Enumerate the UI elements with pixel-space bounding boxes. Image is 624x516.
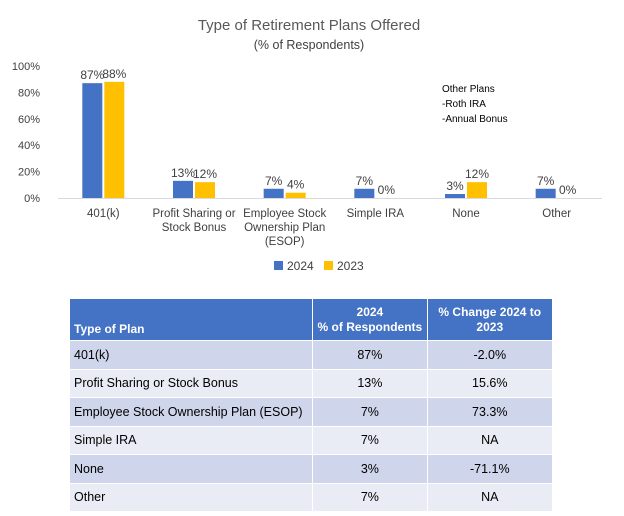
- row-respondents-pct: 87%: [312, 340, 428, 369]
- table-row: None 3% -71.1%: [70, 454, 552, 483]
- y-tick-label: 0%: [24, 193, 40, 205]
- table-row: Employee Stock Ownership Plan (ESOP) 7% …: [70, 397, 552, 426]
- row-percent-change: NA: [426, 482, 552, 511]
- header-2024-line2: % of Respondents: [317, 319, 423, 334]
- x-tick-label: (ESOP): [265, 236, 305, 248]
- bar-2023: [195, 182, 215, 198]
- x-tick-label: Ownership Plan: [244, 222, 325, 234]
- bar-2024: [445, 194, 465, 198]
- y-tick-label: 40%: [18, 140, 40, 152]
- data-label-2024: 13%: [171, 166, 195, 180]
- data-label-2024: 87%: [80, 68, 104, 82]
- row-percent-change: NA: [426, 425, 552, 455]
- legend-swatch-2023: [324, 261, 333, 270]
- table-row: Profit Sharing or Stock Bonus 13% 15.6%: [70, 368, 552, 398]
- chart-title: Type of Retirement Plans Offered: [198, 17, 420, 34]
- header-change-line1: % Change 2024 to: [438, 304, 542, 319]
- chart-canvas: Type of Retirement Plans Offered (% of Re…: [12, 17, 602, 273]
- bar-2024: [263, 188, 284, 198]
- bar-2024: [354, 188, 375, 198]
- data-label-2023: 88%: [102, 67, 126, 81]
- row-percent-change: 15.6%: [426, 368, 552, 398]
- retirement-plans-table-container: Type of Plan 2024 % of Respondents % Cha…: [70, 299, 552, 511]
- x-tick-label: None: [452, 208, 480, 220]
- data-label-2023: 12%: [193, 167, 217, 181]
- y-tick-label: 60%: [18, 114, 40, 126]
- bar-2024: [82, 83, 103, 198]
- annotation-text: -Roth IRA: [442, 99, 486, 110]
- y-tick-label: 20%: [18, 167, 40, 179]
- bar-2023: [467, 182, 487, 198]
- data-label-2023: 4%: [287, 178, 305, 192]
- retirement-plans-table: Type of Plan 2024 % of Respondents % Cha…: [70, 299, 552, 511]
- row-percent-change: -2.0%: [426, 340, 552, 369]
- x-tick-label: Employee Stock: [243, 208, 326, 220]
- x-tick-label: Other: [542, 208, 571, 220]
- row-plan-name: Profit Sharing or Stock Bonus: [70, 368, 313, 398]
- row-respondents-pct: 13%: [312, 368, 428, 398]
- row-respondents-pct: 7%: [312, 482, 428, 511]
- data-label-2023: 0%: [559, 183, 577, 197]
- legend-label-2023: 2023: [337, 259, 364, 273]
- bar-2023: [285, 192, 306, 198]
- row-plan-name: Employee Stock Ownership Plan (ESOP): [70, 397, 313, 426]
- header-type-of-plan: Type of Plan: [70, 299, 313, 341]
- x-tick-label: 401(k): [87, 208, 120, 220]
- row-plan-name: Simple IRA: [70, 425, 313, 455]
- legend-label-2024: 2024: [287, 259, 314, 273]
- bar-2024: [173, 180, 193, 198]
- header-percent-change: % Change 2024 to 2023: [426, 299, 552, 341]
- x-tick-label: Stock Bonus: [162, 222, 227, 234]
- row-percent-change: 73.3%: [426, 397, 552, 426]
- data-label-2024: 7%: [537, 174, 555, 188]
- data-label-2023: 0%: [378, 183, 396, 197]
- data-label-2024: 7%: [265, 174, 283, 188]
- row-respondents-pct: 7%: [312, 425, 428, 455]
- legend-swatch-2024: [274, 261, 283, 270]
- data-label-2024: 7%: [356, 174, 374, 188]
- x-tick-label: Simple IRA: [347, 208, 405, 220]
- row-plan-name: None: [70, 454, 313, 483]
- row-percent-change: -71.1%: [426, 454, 552, 483]
- x-tick-label: Profit Sharing or: [152, 208, 235, 220]
- y-tick-label: 80%: [18, 87, 40, 99]
- table-row: Simple IRA 7% NA: [70, 425, 552, 455]
- row-plan-name: Other: [70, 482, 313, 511]
- annotation-text: -Annual Bonus: [442, 114, 508, 125]
- table-row: Other 7% NA: [70, 482, 552, 511]
- annotation-text: Other Plans: [442, 84, 495, 95]
- y-tick-label: 100%: [12, 61, 40, 73]
- bar-2024: [535, 188, 556, 198]
- data-label-2024: 3%: [446, 179, 464, 193]
- header-2024-respondents: 2024 % of Respondents: [312, 299, 428, 341]
- table-header-row: Type of Plan 2024 % of Respondents % Cha…: [70, 299, 552, 341]
- table-row: 401(k) 87% -2.0%: [70, 340, 552, 369]
- bar-2023: [104, 81, 125, 198]
- data-label-2023: 12%: [465, 167, 489, 181]
- chart-subtitle: (% of Respondents): [254, 38, 364, 52]
- row-respondents-pct: 3%: [312, 454, 428, 483]
- header-change-line2: 2023: [476, 319, 504, 334]
- header-2024-line1: 2024: [356, 304, 384, 319]
- row-plan-name: 401(k): [70, 340, 313, 369]
- retirement-plans-chart: Type of Retirement Plans Offered (% of Re…: [12, 17, 602, 273]
- row-respondents-pct: 7%: [312, 397, 428, 426]
